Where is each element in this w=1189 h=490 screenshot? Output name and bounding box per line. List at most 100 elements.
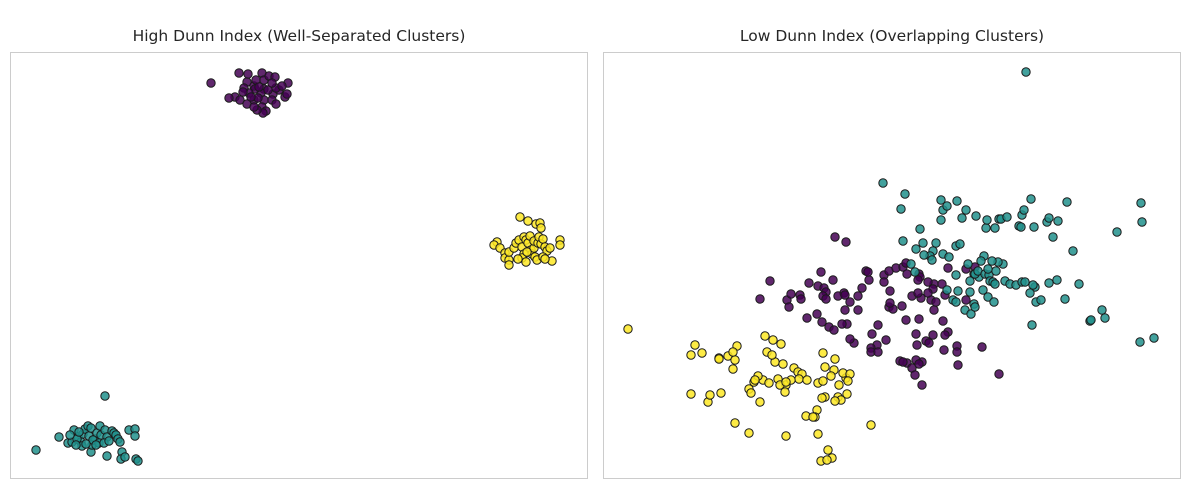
data-point [1060,294,1070,304]
data-point [755,294,765,304]
data-point [784,302,794,312]
series-cluster-0 [206,68,293,118]
data-point [821,294,831,304]
plot-frame [603,52,1181,479]
data-point [1020,277,1030,287]
data-point [963,259,973,269]
data-point [120,452,130,462]
data-point [897,301,907,311]
data-point [686,350,696,360]
data-point [1016,222,1026,232]
data-point [1044,278,1054,288]
data-point [1149,333,1159,343]
series-cluster-1 [878,67,1159,347]
data-point [74,427,84,437]
data-point [81,439,91,449]
data-point [978,285,988,295]
data-point [730,418,740,428]
data-point [927,255,937,265]
data-point [730,355,740,365]
data-point [931,297,941,307]
data-point [834,380,844,390]
series-cluster-2 [489,212,565,270]
data-point [830,354,840,364]
data-point [522,247,532,257]
data-point [686,389,696,399]
data-point [957,213,967,223]
data-point [898,236,908,246]
data-point [1100,313,1110,323]
data-point [878,178,888,188]
data-point [746,388,756,398]
series-cluster-0 [755,232,1004,390]
data-point [837,319,847,329]
data-point [65,430,75,440]
data-point [822,455,832,465]
data-point [970,302,980,312]
data-point [989,297,999,307]
data-point [881,335,891,345]
data-point [781,377,791,387]
data-point [942,285,952,295]
series-cluster-1 [31,391,143,466]
data-point [234,68,244,78]
data-point [912,340,922,350]
data-point [983,264,993,274]
data-point [955,239,965,249]
data-point [538,234,548,244]
data-point [513,254,523,264]
data-point [728,364,738,374]
data-point [951,297,961,307]
data-point [845,334,855,344]
data-point [1137,217,1147,227]
data-point [938,316,948,326]
data-point [896,204,906,214]
data-point [919,250,929,260]
data-point [1028,280,1038,290]
data-point [781,431,791,441]
data-point [812,309,822,319]
data-point [990,223,1000,233]
data-point [1027,320,1037,330]
data-point [939,345,949,355]
data-point [987,256,997,266]
data-point [104,436,114,446]
data-point [900,189,910,199]
data-point [853,305,863,315]
data-point [944,252,954,262]
data-point [545,243,555,253]
data-point [857,283,867,293]
data-point [235,95,245,105]
data-point [1019,205,1029,215]
data-point [842,389,852,399]
data-point [755,397,765,407]
data-point [818,348,828,358]
data-point [976,256,986,266]
data-point [716,388,726,398]
data-point [243,69,253,79]
data-point [845,297,855,307]
data-point [923,277,933,287]
data-point [840,290,850,300]
data-point [760,331,770,341]
data-point [521,257,531,267]
data-point [853,291,863,301]
data-point [910,267,920,277]
data-point [728,347,738,357]
data-point [952,347,962,357]
data-point [830,232,840,242]
data-point [536,223,546,233]
data-point [271,99,281,109]
data-point [863,267,873,277]
data-point [778,359,788,369]
data-point [966,309,976,319]
plot-frame [10,52,588,479]
data-point [1136,198,1146,208]
data-point [873,347,883,357]
data-point [840,305,850,315]
data-point [764,378,774,388]
data-point [246,92,256,102]
data-point [794,374,804,384]
data-point [690,340,700,350]
data-point [555,240,565,250]
